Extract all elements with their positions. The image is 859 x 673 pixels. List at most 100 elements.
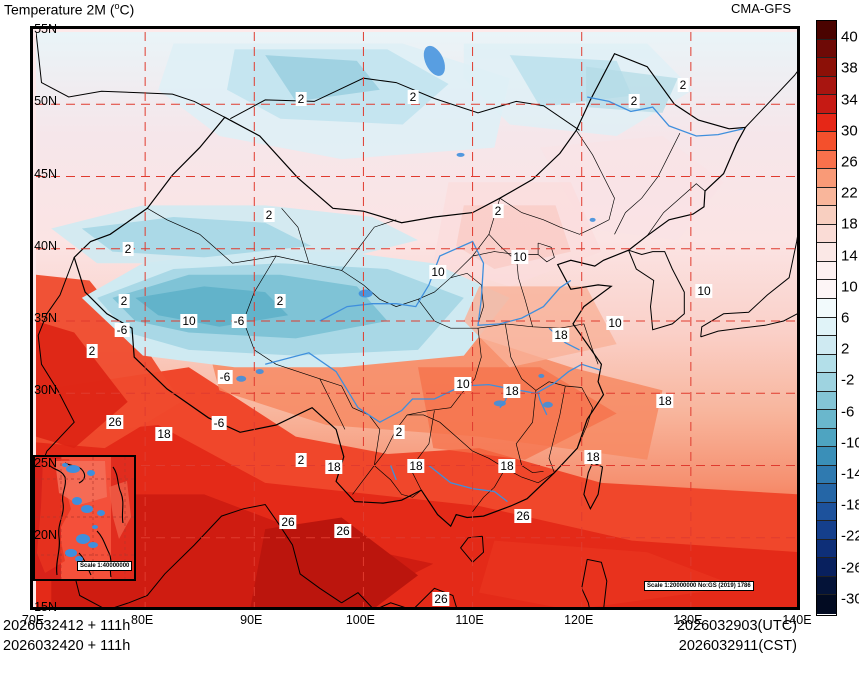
colorbar-tick--14: -14 [841,465,859,483]
colorbar-tick--30: -30 [841,590,859,608]
valid-time-utc-label: 2026032903(UTC) [676,618,797,634]
colorbar-tick-14: 14 [841,247,858,265]
colorbar-tick-6: 6 [841,309,850,327]
temperature-field-graphic [36,32,797,607]
latitude-tick-30N: 30N [34,383,57,398]
contour-label--6: -6 [231,314,247,328]
colorbar-swatch [817,21,836,40]
latitude-tick-25N: 25N [34,455,57,470]
temperature-colorbar[interactable] [816,20,837,616]
contour-label--6: -6 [114,323,130,337]
contour-label-2: 2 [393,425,405,439]
colorbar-swatch [817,187,836,207]
latitude-tick-20N: 20N [34,527,57,542]
colorbar-tick-40: 40 [841,28,858,46]
contour-label-2: 2 [492,204,504,218]
contour-label-2: 2 [263,208,275,222]
colorbar-tick--26: -26 [841,559,859,577]
colorbar-swatch [817,76,836,96]
contour-label-18: 18 [407,459,425,473]
colorbar-swatch [817,595,836,614]
contour-label-18: 18 [155,427,173,441]
longitude-tick-140E: 140E [782,613,812,627]
colorbar-swatch [817,539,836,559]
contour-label-2: 2 [122,242,134,256]
colorbar-swatch [817,132,836,151]
colorbar-swatch [817,224,836,244]
colorbar-swatch [817,298,836,318]
colorbar-swatch [817,243,836,262]
colorbar-tick-26: 26 [841,153,858,171]
contour-label-26: 26 [432,592,450,606]
colorbar-swatch [817,58,836,77]
longitude-tick-120E: 120E [564,613,594,627]
contour-label-26: 26 [334,524,352,538]
latitude-tick-55N: 55N [34,22,57,36]
colorbar-tick--22: -22 [841,527,859,545]
contour-label-26: 26 [279,515,297,529]
contour-label-26: 26 [106,415,124,429]
colorbar-swatch [817,280,836,299]
contour-label-10: 10 [454,377,472,391]
page-title: Temperature 2M (oC) [4,1,134,18]
model-name-label: CMA-GFS [731,1,791,16]
inset-map-graphic [35,457,134,579]
colorbar-swatch [817,391,836,411]
colorbar-swatch [817,502,836,522]
map-scale-label: Scale 1:20000000 No:GS (2019) 1786 [644,581,754,591]
contour-label-18: 18 [552,328,570,342]
south-china-sea-inset-map: Scale 1:40000000 [33,455,136,581]
contour-label-2: 2 [628,94,640,108]
colorbar-tick--18: -18 [841,496,859,514]
contour-label-2: 2 [118,294,130,308]
contour-label-18: 18 [584,450,602,464]
page-title-text: Temperature 2M ( [4,1,115,18]
temperature-map[interactable]: Scale 1:40000000 Scale 1:20000000 No:GS … [30,26,800,610]
contour-label-18: 18 [656,394,674,408]
colorbar-swatch [817,428,836,448]
contour-label-10: 10 [695,284,713,298]
colorbar-swatch [817,447,836,466]
colorbar-swatch [817,39,836,59]
contour-label--6: -6 [211,416,227,430]
latitude-tick-35N: 35N [34,311,57,325]
contour-label-2: 2 [274,294,286,308]
colorbar-swatch [817,169,836,188]
latitude-tick-45N: 45N [34,166,57,181]
colorbar-swatch [817,150,836,170]
contour-label-2: 2 [86,344,98,358]
colorbar-tick-34: 34 [841,91,858,109]
colorbar-swatch [817,465,836,485]
contour-label-2: 2 [407,90,419,104]
colorbar-swatch [817,521,836,540]
longitude-tick-70E: 70E [21,613,45,627]
colorbar-tick-22: 22 [841,184,858,202]
colorbar-tick--6: -6 [841,403,855,421]
contour-label-26: 26 [514,509,532,523]
contour-label-18: 18 [325,460,343,474]
degree-symbol: o [114,1,120,11]
longitude-tick-130E: 130E [673,613,703,627]
latitude-tick-50N: 50N [34,94,57,109]
colorbar-swatch [817,206,836,225]
contour-label-18: 18 [503,384,521,398]
colorbar-swatch [817,484,836,503]
init-time-utc-label: 2026032412 + 111h [3,618,131,634]
colorbar-swatch [817,261,836,281]
colorbar-swatch [817,373,836,392]
colorbar-tick--10: -10 [841,434,859,452]
map-canvas [33,29,797,607]
contour-label-18: 18 [498,459,516,473]
contour-label-10: 10 [429,265,447,279]
colorbar-swatch [817,113,836,133]
contour-label-2: 2 [295,453,307,467]
contour-label-2: 2 [295,92,307,106]
longitude-tick-90E: 90E [240,613,263,627]
colorbar-tick-18: 18 [841,215,858,233]
init-time-cst-label: 2026032420 + 111h [3,638,131,654]
contour-label-10: 10 [180,314,198,328]
contour-label-2: 2 [677,78,689,92]
longitude-tick-100E: 100E [345,613,376,627]
valid-time-cst-label: 2026032911(CST) [678,638,797,654]
colorbar-tick-30: 30 [841,122,858,140]
